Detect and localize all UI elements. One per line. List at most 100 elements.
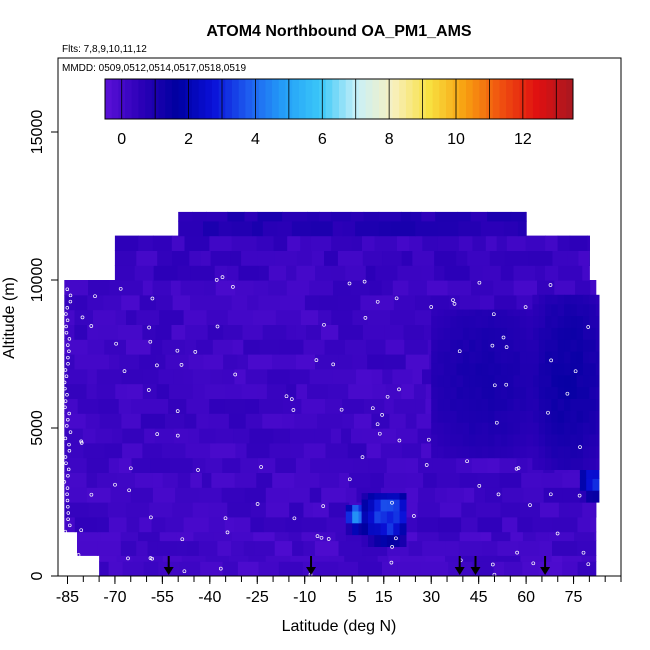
heat-cell [344, 555, 367, 562]
heat-cell [307, 211, 320, 222]
colorbar-tick-label: 10 [447, 131, 465, 148]
heat-cell [388, 555, 401, 562]
heat-cell [450, 433, 458, 447]
heat-cell [538, 374, 546, 388]
heat-cell [147, 540, 158, 556]
sample-point [289, 397, 294, 401]
heat-cell [526, 433, 533, 447]
heat-cell [444, 265, 471, 281]
heat-cell [551, 422, 559, 435]
heat-cell [475, 445, 483, 459]
heat-cell [266, 383, 287, 399]
colorbar-frame [104, 78, 574, 120]
heat-cell [415, 398, 426, 414]
heat-cell [450, 398, 458, 411]
heat-cell [321, 487, 347, 503]
heat-cell [532, 339, 540, 352]
sample-point [215, 324, 220, 329]
heat-cell [208, 502, 228, 518]
heat-cell [471, 457, 489, 473]
heat-cell [592, 490, 600, 503]
heat-cell [95, 428, 113, 444]
heat-cell [225, 383, 243, 399]
heat-cell [118, 398, 132, 414]
sample-point [314, 358, 319, 362]
heat-cell [279, 294, 306, 311]
heat-cell [74, 516, 98, 533]
colorbar-segment [512, 79, 520, 119]
heat-cell [393, 398, 416, 414]
heat-cell [290, 555, 312, 562]
heat-cell [475, 315, 483, 328]
heat-cell [386, 499, 394, 512]
heat-cell [228, 555, 249, 562]
x-tick-label: 75 [565, 589, 583, 606]
heat-cell [257, 250, 276, 266]
heat-cell [108, 516, 127, 533]
sample-point [426, 437, 431, 442]
heat-cell [437, 327, 445, 340]
heat-cell [231, 220, 253, 237]
heat-cell [502, 516, 518, 533]
sample-point [362, 279, 367, 284]
heat-cell [253, 280, 269, 296]
colorbar-segment [198, 79, 206, 119]
heat-cell [579, 490, 587, 503]
heat-cell [139, 354, 156, 370]
heat-cell [189, 250, 202, 266]
heat-cell [578, 250, 590, 266]
sample-point [494, 420, 499, 425]
heat-cell [64, 398, 79, 414]
colorbar-segment [365, 79, 373, 119]
heat-cell [121, 294, 141, 311]
heat-cell [459, 294, 481, 311]
heat-cell [380, 499, 388, 512]
heat-cell [437, 386, 445, 399]
plot-frame [57, 57, 622, 577]
heat-cell [432, 561, 449, 576]
heat-cell [500, 445, 508, 459]
heat-cell [139, 516, 153, 533]
heat-cell [503, 220, 519, 237]
heat-cell [267, 368, 291, 385]
sample-point [477, 484, 482, 488]
heat-cell [420, 561, 433, 576]
heat-cell [209, 235, 233, 251]
heat-cell [576, 433, 584, 447]
heat-cell [274, 540, 293, 556]
heat-cell [331, 309, 354, 325]
y-tick-label: 0 [29, 571, 46, 580]
sample-point [397, 387, 401, 392]
heat-cell [317, 413, 343, 429]
heat-cell [97, 472, 118, 488]
sample-point [65, 306, 70, 310]
heat-cell [98, 398, 120, 414]
heat-cell [342, 398, 365, 414]
heat-cell [362, 250, 383, 266]
heat-cell [361, 522, 369, 536]
heat-cell [551, 339, 559, 352]
heat-cell [456, 457, 473, 473]
heat-cell [431, 362, 439, 376]
heat-cell [513, 386, 521, 399]
heat-cell [577, 540, 597, 556]
heat-cell [418, 487, 436, 503]
heat-cell [500, 374, 508, 388]
heat-cell [589, 445, 597, 459]
heat-cell [339, 472, 350, 488]
heat-cell [324, 339, 346, 355]
heat-cell [96, 383, 116, 399]
colorbar-segment [145, 79, 153, 119]
heat-cell [499, 457, 518, 473]
heat-cell [471, 280, 494, 296]
heat-cell [494, 433, 502, 447]
heat-cell [265, 487, 290, 503]
sample-point [63, 386, 67, 391]
heat-cell [417, 502, 441, 518]
heat-cell [301, 531, 317, 542]
heat-cell [86, 457, 110, 473]
heat-cell [507, 386, 514, 399]
heat-cell [595, 303, 600, 317]
heat-cell [450, 386, 458, 399]
heatmap-cells [64, 211, 600, 576]
